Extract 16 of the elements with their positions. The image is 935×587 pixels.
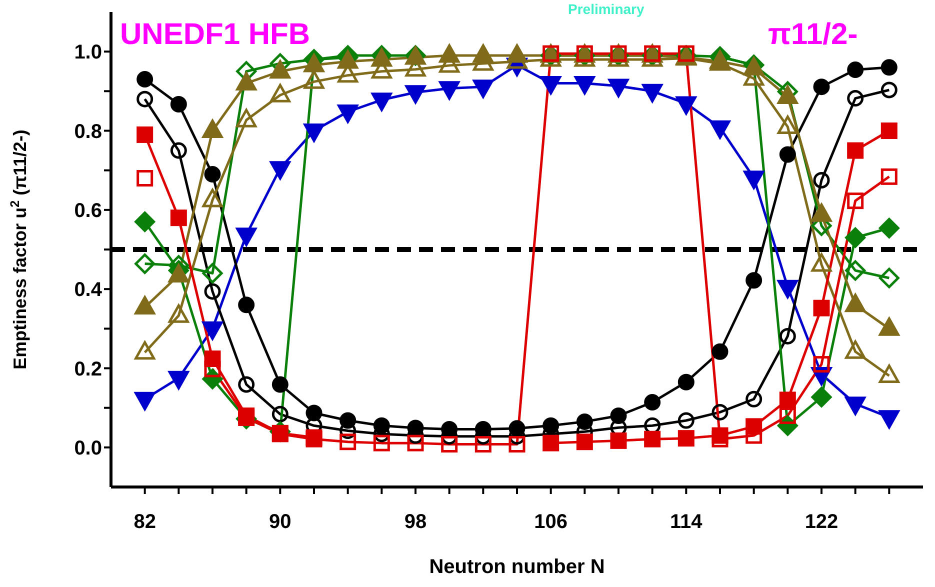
x-tick-label: 82	[134, 511, 156, 534]
x-tick-label: 106	[534, 511, 568, 534]
y-tick-label: 0.2	[74, 358, 102, 380]
y-tick-label: 0.4	[74, 279, 103, 302]
x-tick-label: 98	[404, 511, 427, 534]
x-tick-label: 114	[670, 511, 704, 534]
y-tick-label: 0.8	[74, 120, 102, 143]
y-tick-label: 0.0	[74, 438, 102, 460]
y-tick-label: 0.6	[74, 200, 102, 222]
annotation: π11/2-	[768, 18, 858, 51]
y-tick-label: 1.0	[74, 42, 102, 64]
x-tick-label: 122	[804, 511, 838, 534]
x-tick-label: 90	[269, 511, 292, 534]
x-axis-title: Neutron number N	[429, 556, 605, 578]
annotation: Preliminary	[568, 1, 644, 17]
annotation: UNEDF1 HFB	[120, 18, 310, 51]
